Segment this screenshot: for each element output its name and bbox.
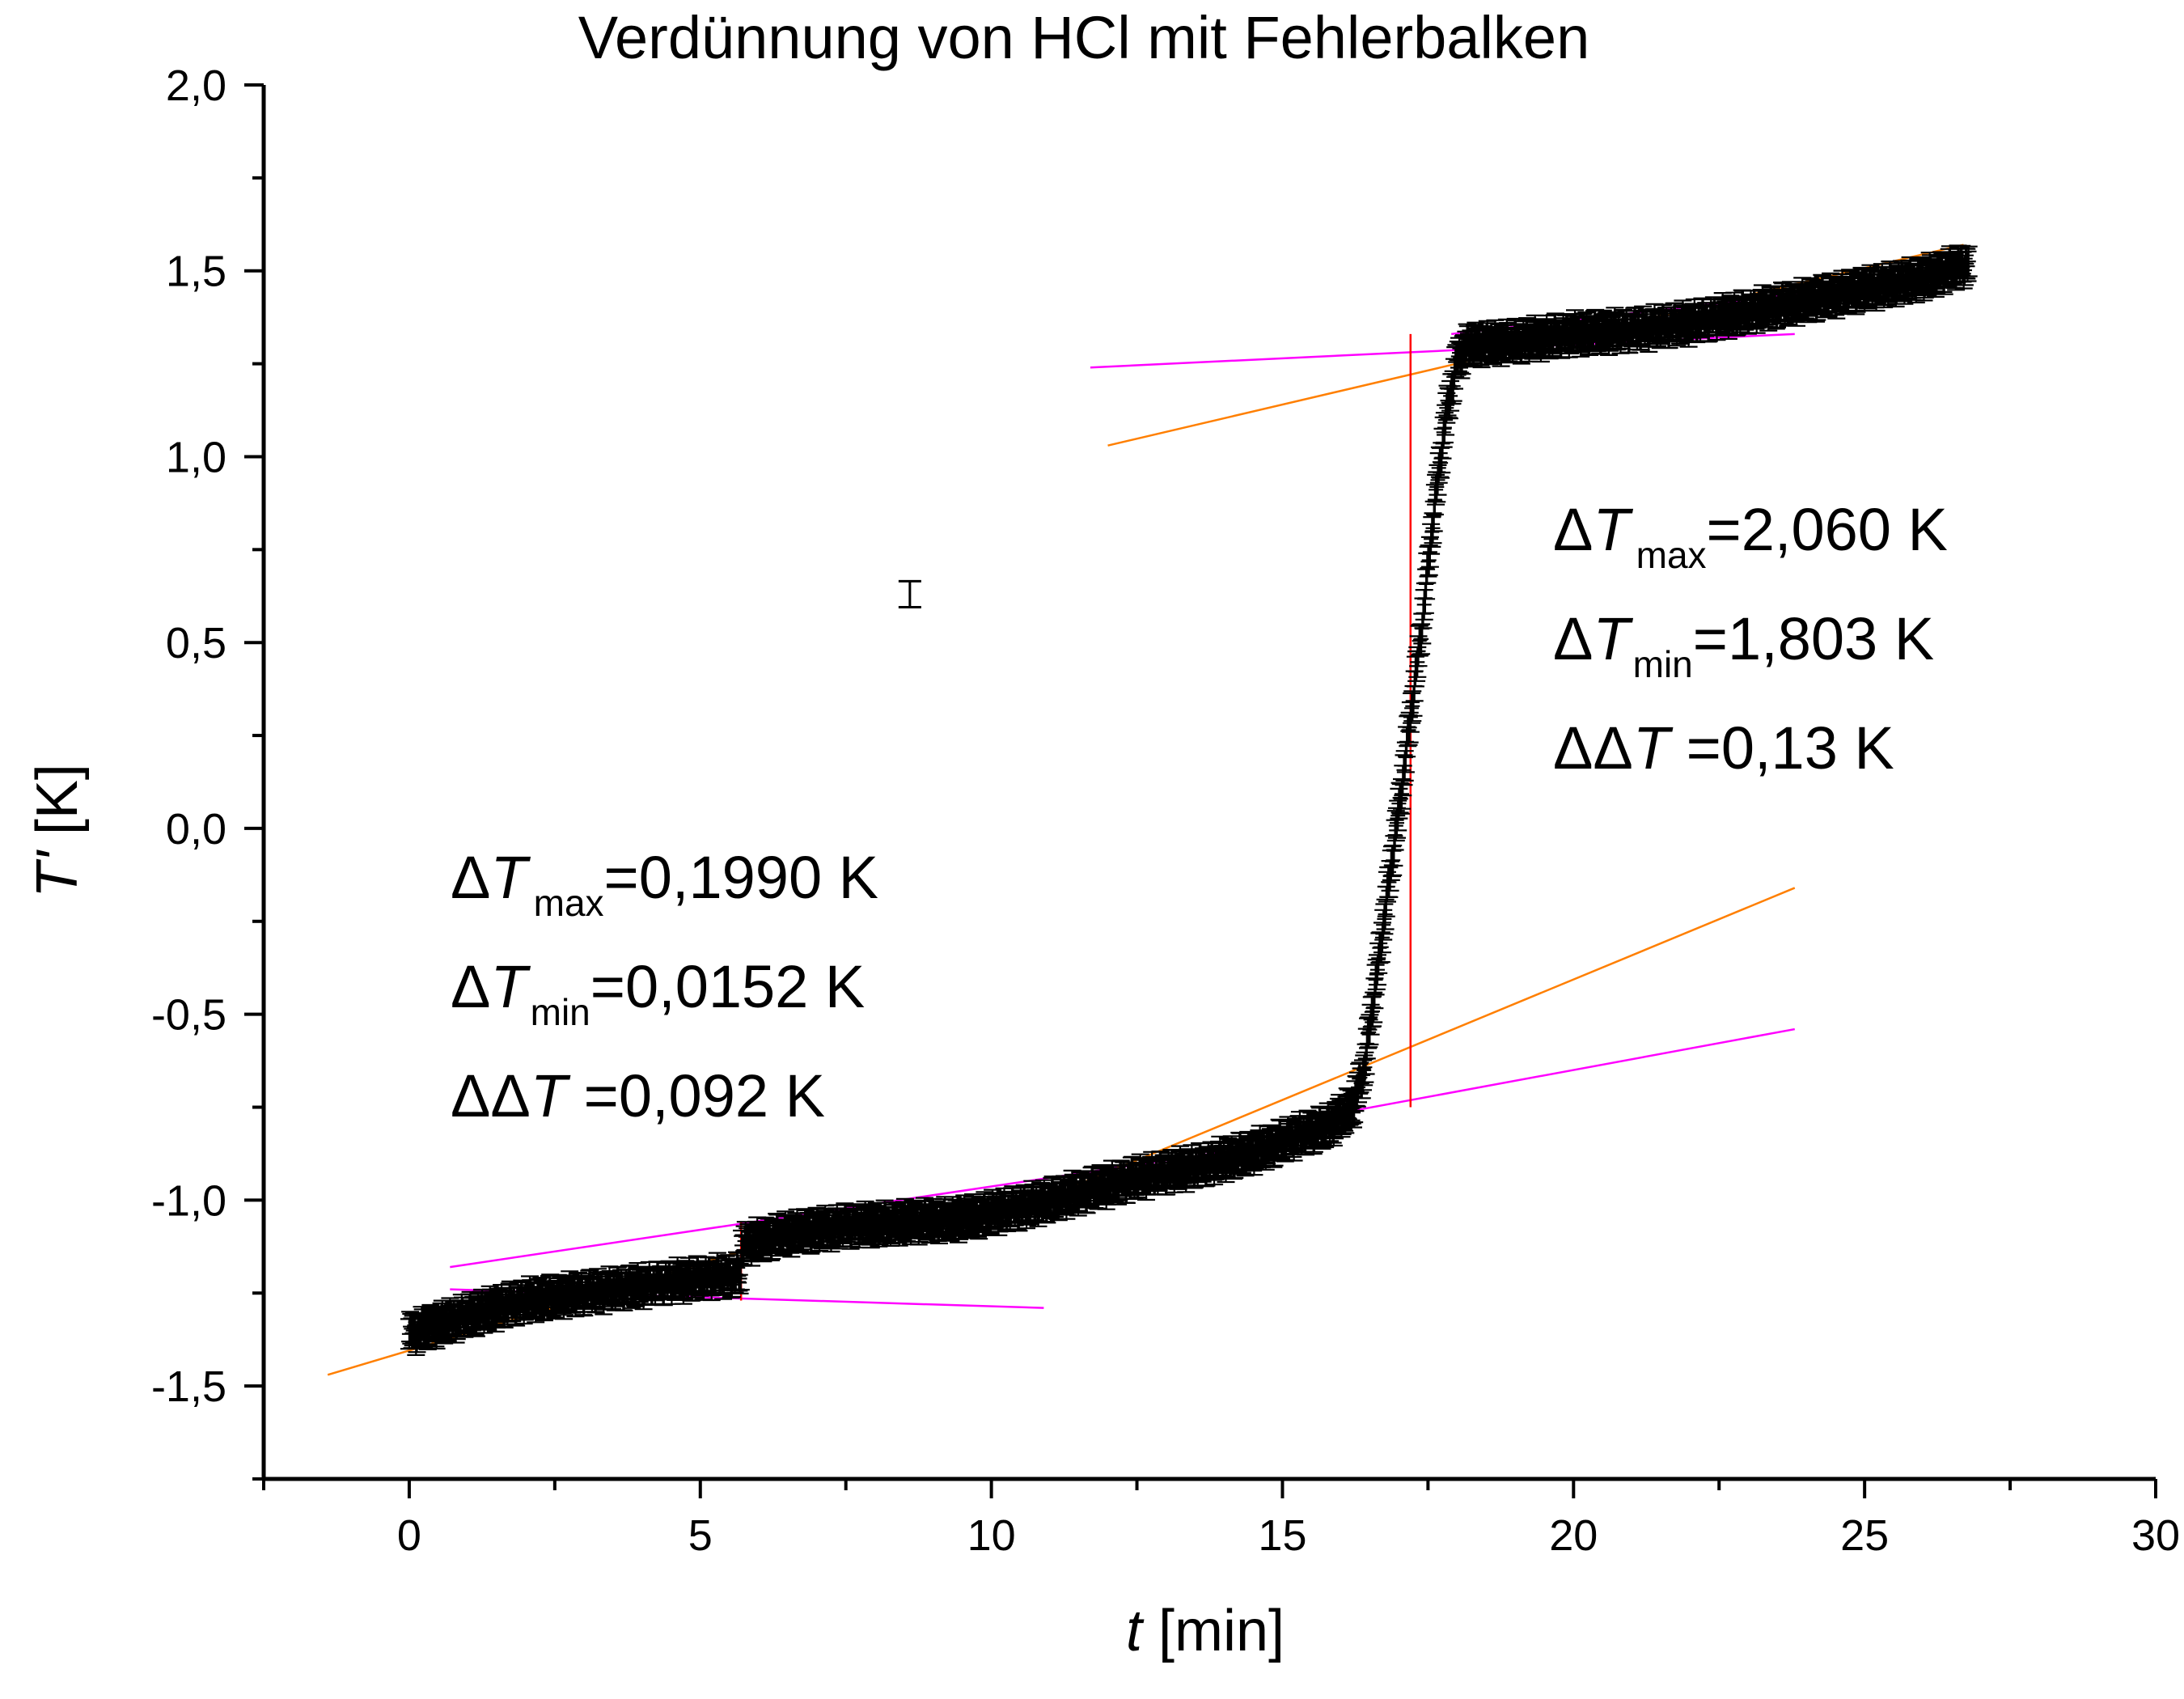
single-error-bar <box>898 579 921 609</box>
x-tick-label: 10 <box>967 1511 1016 1560</box>
x-tick-label: 20 <box>1549 1511 1598 1560</box>
x-tick-label: 25 <box>1840 1511 1889 1560</box>
chart-title: Verdünnung von HCl mit Fehlerbalken <box>578 4 1589 71</box>
y-tick-label: 1,5 <box>166 248 226 296</box>
fit-lines <box>327 244 1970 1376</box>
y-axis-variable: T' <box>25 850 90 898</box>
plot-frame <box>261 85 2156 1481</box>
y-axis-label: T' [K] <box>25 764 90 898</box>
annotation-right-dtmin: ΔTmin=1,803 K <box>1553 605 1934 685</box>
y-axis-ticks: -1,5 -1,0 -0,5 0,0 0,5 1,0 1,5 2,0 <box>151 61 264 1481</box>
x-axis-variable: t <box>1126 1599 1145 1663</box>
x-tick-label: 5 <box>688 1511 713 1560</box>
x-tick-label: 15 <box>1258 1511 1306 1560</box>
x-axis-unit: [min] <box>1142 1599 1285 1663</box>
fit-line <box>1311 1027 1796 1120</box>
error-bar <box>898 579 921 609</box>
y-tick-label: -0,5 <box>151 991 226 1040</box>
y-tick-label: 0,0 <box>166 805 226 854</box>
y-tick-label: -1,0 <box>151 1176 226 1225</box>
y-tick-label: -1,5 <box>151 1362 226 1411</box>
annotation-right-ddt: ΔΔT =0,13 K <box>1553 714 1894 782</box>
x-tick-label: 0 <box>397 1511 421 1560</box>
measurement-points <box>400 244 1978 1356</box>
y-tick-label: 1,0 <box>166 433 226 481</box>
annotation-left-dtmin: ΔTmin=0,0152 K <box>451 953 865 1033</box>
measurement-series <box>400 244 1978 1356</box>
y-axis-unit: [K] <box>25 764 90 851</box>
annotation-left-ddt: ΔΔT =0,092 K <box>451 1062 825 1129</box>
y-tick-label: 0,5 <box>166 619 226 667</box>
x-axis-ticks: 0 5 10 15 20 25 30 <box>262 1479 2180 1560</box>
annotations: ΔT max=2,060 K ΔTmin=1,803 K ΔΔT =0,13 K … <box>451 496 1948 1129</box>
annotation-left-dtmax: ΔT max=0,1990 K <box>451 844 878 924</box>
x-axis-label: t [min] <box>1126 1599 1285 1663</box>
x-tick-label: 30 <box>2131 1511 2180 1560</box>
y-tick-label: 2,0 <box>166 61 226 110</box>
annotation-right-dtmax: ΔT max=2,060 K <box>1553 496 1948 576</box>
